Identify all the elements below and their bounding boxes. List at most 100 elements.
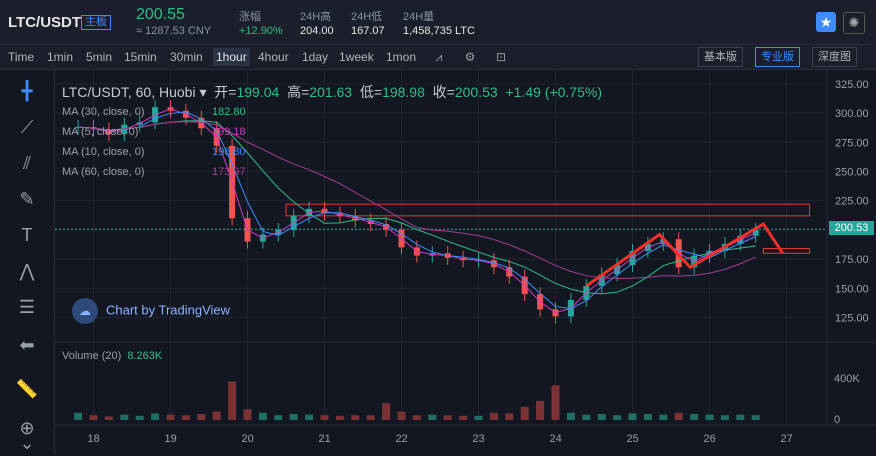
open-label: 开= [214, 84, 237, 100]
volume-bar [705, 414, 714, 420]
volume-bar [474, 415, 483, 420]
ma-line [78, 108, 756, 314]
tf-1week[interactable]: 1week [339, 50, 374, 64]
tradingview-watermark[interactable]: ☁ Chart by TradingView [72, 298, 230, 324]
ma-row-5[interactable]: MA (5, close, 0) 199.18 [62, 126, 246, 138]
volume-bar [674, 412, 683, 420]
volume-axis-tick: 400K [834, 373, 860, 385]
ruler-icon[interactable]: 📏 [15, 379, 39, 399]
y-tick-label: 175.00 [835, 254, 869, 266]
volume-bar [613, 415, 622, 420]
y-tick-label: 225.00 [835, 196, 869, 208]
volume-bar [351, 415, 360, 420]
ma-row-10[interactable]: MA (10, close, 0) 196.80 [62, 146, 246, 158]
volume-bar [597, 414, 606, 420]
tf-time[interactable]: Time [8, 50, 35, 64]
x-tick-label: 21 [319, 433, 331, 445]
volume-bar [551, 385, 560, 420]
volume-bar [89, 415, 98, 420]
volume-24h-value: 1,458,735 LTC [403, 25, 475, 37]
volume-bar [274, 415, 283, 420]
y-tick-label: 125.00 [835, 312, 869, 324]
tf-4hour[interactable]: 4hour [258, 50, 289, 64]
tf-1min[interactable]: 1min [47, 50, 74, 64]
volume-bar [335, 415, 344, 420]
trend-line-icon[interactable]: ⟋ [20, 117, 34, 137]
tf-1mon[interactable]: 1mon [386, 50, 417, 64]
volume-bar [289, 414, 298, 420]
pro-view-button[interactable]: 专业版 [755, 47, 800, 67]
volume-bar [412, 415, 421, 420]
volume-bar [366, 415, 375, 420]
screenshot-icon[interactable]: ⊡ [495, 50, 507, 64]
back-arrow-icon[interactable]: ⬅ [19, 335, 35, 355]
volume-bar [228, 381, 237, 420]
y-tick-label: 150.00 [835, 283, 869, 295]
tf-15min[interactable]: 15min [124, 50, 157, 64]
indicators-icon[interactable]: ⩘ [435, 50, 443, 64]
basic-view-button[interactable]: 基本版 [698, 47, 743, 67]
settings-gear-icon[interactable]: ⚙ [464, 50, 476, 64]
fib-icon[interactable]: ☰ [18, 297, 36, 317]
ma-value: 173.97 [212, 166, 246, 178]
depth-chart-button[interactable]: 深度图 [812, 47, 857, 67]
volume-bar [720, 415, 729, 420]
ohlc-legend: LTC/USDT, 60, Huobi ▾ 开=199.04 高=201.63 … [62, 84, 602, 100]
volume-bar [459, 415, 468, 420]
volume-bar [736, 414, 745, 420]
ma-row-60[interactable]: MA (60, close, 0) 173.97 [62, 166, 246, 178]
volume-bar [397, 411, 406, 420]
x-tick-label: 23 [473, 433, 485, 445]
volume-bar [258, 412, 267, 420]
tf-1day[interactable]: 1day [302, 50, 329, 64]
ma-label: MA (60, close, 0) [62, 166, 145, 178]
volume-bar [628, 413, 637, 420]
price-chart[interactable]: 325.00300.00275.00250.00225.00200.00175.… [55, 70, 876, 455]
volume-bar [443, 415, 452, 420]
x-tick-label: 24 [550, 433, 562, 445]
watermark-text: Chart by TradingView [106, 302, 231, 318]
favorite-star-icon[interactable]: ★ [816, 12, 836, 32]
ma-value: 182.80 [212, 106, 246, 118]
volume-bar [505, 413, 514, 420]
volume-bar [520, 406, 529, 420]
crosshair-icon[interactable]: ╋ [21, 81, 33, 101]
volume-value: 8.263K [127, 350, 163, 362]
text-tool-icon[interactable]: T [21, 225, 33, 245]
tf-5min[interactable]: 5min [86, 50, 113, 64]
theme-toggle-icon[interactable]: ✺ [843, 12, 865, 34]
volume-bar [382, 403, 391, 420]
change-label: 涨幅 [239, 11, 261, 23]
x-tick-label: 26 [704, 433, 716, 445]
ma-row-30[interactable]: MA (30, close, 0) 182.80 [62, 106, 246, 118]
pitchfork-icon[interactable]: ⫽ [22, 153, 32, 173]
brush-icon[interactable]: ✎ [19, 189, 35, 209]
volume-legend[interactable]: Volume (20) 8.263K [62, 350, 162, 362]
trend-arrow-path [585, 222, 784, 288]
volume-bar [305, 414, 314, 420]
change-value: +12.90% [239, 25, 283, 37]
zoom-in-icon[interactable]: ⊕ [19, 418, 35, 438]
tf-30min[interactable]: 30min [170, 50, 203, 64]
low-value: 198.98 [382, 84, 425, 100]
ma-line [78, 121, 756, 279]
ma-line [78, 111, 756, 310]
volume-bar [74, 412, 83, 420]
high-value: 201.63 [309, 84, 353, 100]
volume-bar [428, 414, 437, 420]
y-tick-label: 250.00 [835, 166, 869, 178]
symbol-label[interactable]: LTC/USDT, 60, Huobi [62, 84, 196, 100]
ma-value: 199.18 [212, 126, 246, 138]
pattern-icon[interactable]: ⋀ [19, 261, 35, 281]
volume-bar [212, 411, 221, 420]
chevron-down-icon[interactable]: ⌄ [19, 433, 35, 453]
board-badge: 主板 [81, 15, 111, 30]
pair-title[interactable]: LTC/USDT [8, 14, 82, 31]
low-24h-value: 167.07 [351, 25, 385, 37]
support-zone [762, 248, 811, 254]
volume-bar [751, 415, 760, 420]
tf-1hour[interactable]: 1hour [213, 48, 250, 66]
x-tick-label: 18 [88, 433, 100, 445]
close-label: 收= [432, 84, 455, 100]
y-tick-label: 325.00 [835, 79, 869, 91]
